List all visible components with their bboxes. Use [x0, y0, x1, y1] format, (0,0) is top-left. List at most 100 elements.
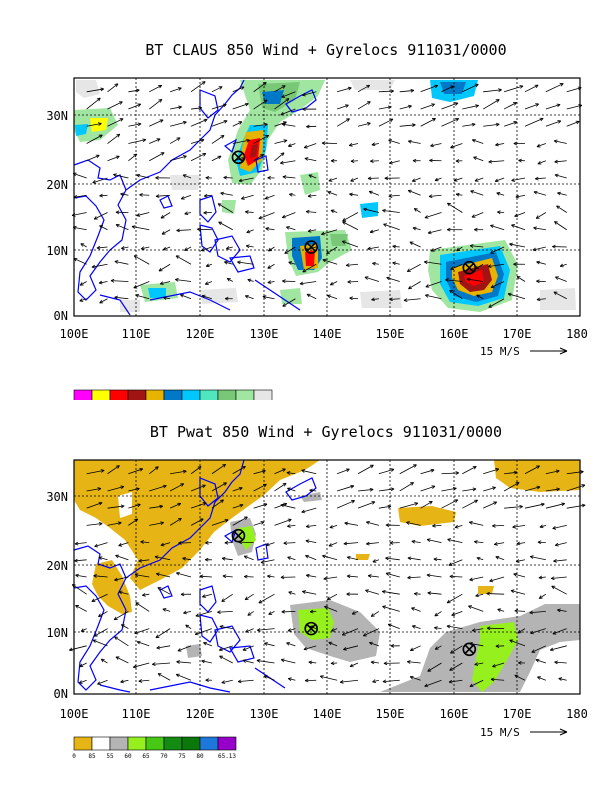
wind-vector: [274, 85, 286, 93]
wind-vector: [217, 203, 233, 213]
wind-vector: [107, 465, 120, 475]
lon-label: 100E: [60, 707, 89, 721]
wind-vector-head: [69, 647, 73, 652]
wind-vector: [220, 192, 233, 196]
wind-vector-head: [529, 610, 534, 615]
lon-label: 160E: [440, 707, 469, 721]
wind-vector: [243, 555, 254, 561]
wind-vector-head: [247, 278, 252, 283]
lon-label: 130E: [250, 327, 279, 341]
wind-vector: [80, 628, 87, 632]
wind-vector-head: [93, 574, 97, 578]
wind-vector: [245, 628, 254, 633]
wind-vector: [268, 246, 275, 252]
wind-vector: [118, 591, 129, 595]
wind-vector-head: [282, 279, 286, 284]
wind-vector: [107, 133, 121, 144]
wind-vector: [190, 466, 202, 475]
wind-vector: [427, 592, 442, 595]
wind-vector-head: [513, 470, 518, 475]
wind-vector-head: [329, 524, 334, 529]
wind-vector: [412, 625, 421, 629]
wind-vector-head: [389, 118, 394, 123]
wind-vector: [306, 574, 317, 578]
wind-vector: [73, 226, 87, 231]
wind-vector-head: [203, 641, 207, 646]
wind-vector: [201, 295, 213, 300]
wind-vector: [128, 503, 141, 509]
wind-vector-head: [349, 296, 353, 301]
wind-vector-head: [281, 468, 286, 472]
wind-vector-head: [431, 103, 435, 107]
wind-vector: [357, 501, 376, 509]
wind-vector-head: [350, 178, 355, 182]
lon-label: 170E: [503, 707, 532, 721]
wind-vector: [349, 193, 359, 196]
wind-vector: [510, 590, 526, 595]
wind-vector-head: [258, 599, 263, 604]
wind-vector-head: [349, 663, 354, 668]
wind-vector-head: [283, 541, 288, 545]
wind-vector: [399, 482, 414, 492]
wind-vector: [288, 261, 296, 265]
wind-vector: [351, 611, 359, 615]
wind-vector-head: [155, 194, 160, 198]
wind-vector: [512, 524, 526, 528]
wind-vector-head: [450, 85, 454, 89]
wind-vector: [516, 542, 526, 545]
wind-vector: [170, 470, 187, 475]
wind-vector-head: [281, 94, 286, 98]
wind-vector: [149, 522, 164, 526]
wind-vector-head: [202, 502, 207, 506]
wind-vector-head: [346, 574, 351, 579]
wind-vector-head: [286, 642, 290, 646]
wind-vector-head: [299, 281, 304, 286]
wind-vector-head: [532, 247, 537, 252]
wind-vector: [221, 679, 233, 684]
wind-vector: [511, 177, 526, 182]
wind-vector: [190, 107, 202, 110]
wind-vector: [385, 557, 400, 561]
claus-wind-map: BT CLAUS 850 Wind + Gyrelocs 911031/0000: [46, 41, 588, 400]
wind-vector-head: [556, 487, 560, 492]
wind-vector-head: [326, 294, 331, 299]
wind-vector-head: [79, 282, 84, 286]
wind-vector: [364, 276, 379, 282]
wind-vector: [535, 212, 547, 219]
wind-vector: [253, 521, 265, 526]
wind-vector-head: [224, 296, 229, 301]
wind-vector-head: [154, 466, 159, 471]
wind-vector: [488, 298, 505, 308]
wind-vector: [302, 263, 317, 273]
wind-vector-head: [450, 650, 454, 654]
wind-vector: [378, 118, 394, 127]
wind-vector-head: [280, 152, 285, 157]
wind-vector-head: [182, 469, 187, 474]
wind-vector: [86, 97, 101, 110]
wind-vector-head: [321, 141, 326, 146]
colorbar-swatch: [235, 389, 255, 400]
wind-vector: [73, 258, 87, 265]
wind-vector: [509, 243, 526, 248]
wind-vector-head: [556, 205, 561, 210]
wind-vector-head: [326, 596, 331, 601]
wind-vector-head: [434, 177, 439, 182]
wind-vector-head: [286, 226, 290, 230]
wind-vector-head: [432, 523, 436, 528]
wind-vector: [324, 606, 338, 612]
wind-vector: [430, 143, 442, 147]
longitude-axis: 100E 110E 120E 130E 140E 150E 160E 170E …: [60, 707, 588, 721]
wind-vector: [226, 278, 233, 282]
wind-vector: [135, 294, 150, 300]
wind-vector: [134, 574, 150, 578]
wind-vector-head: [222, 574, 227, 579]
wind-vector: [469, 245, 484, 248]
wind-vector: [446, 593, 463, 604]
wind-vector-head: [559, 83, 564, 87]
wind-vector-head: [140, 540, 145, 544]
wind-vector-head: [287, 487, 291, 492]
wind-vector: [434, 627, 442, 630]
wind-vector: [149, 466, 159, 475]
wind-vector-head: [561, 502, 566, 507]
wind-vector: [190, 81, 206, 93]
